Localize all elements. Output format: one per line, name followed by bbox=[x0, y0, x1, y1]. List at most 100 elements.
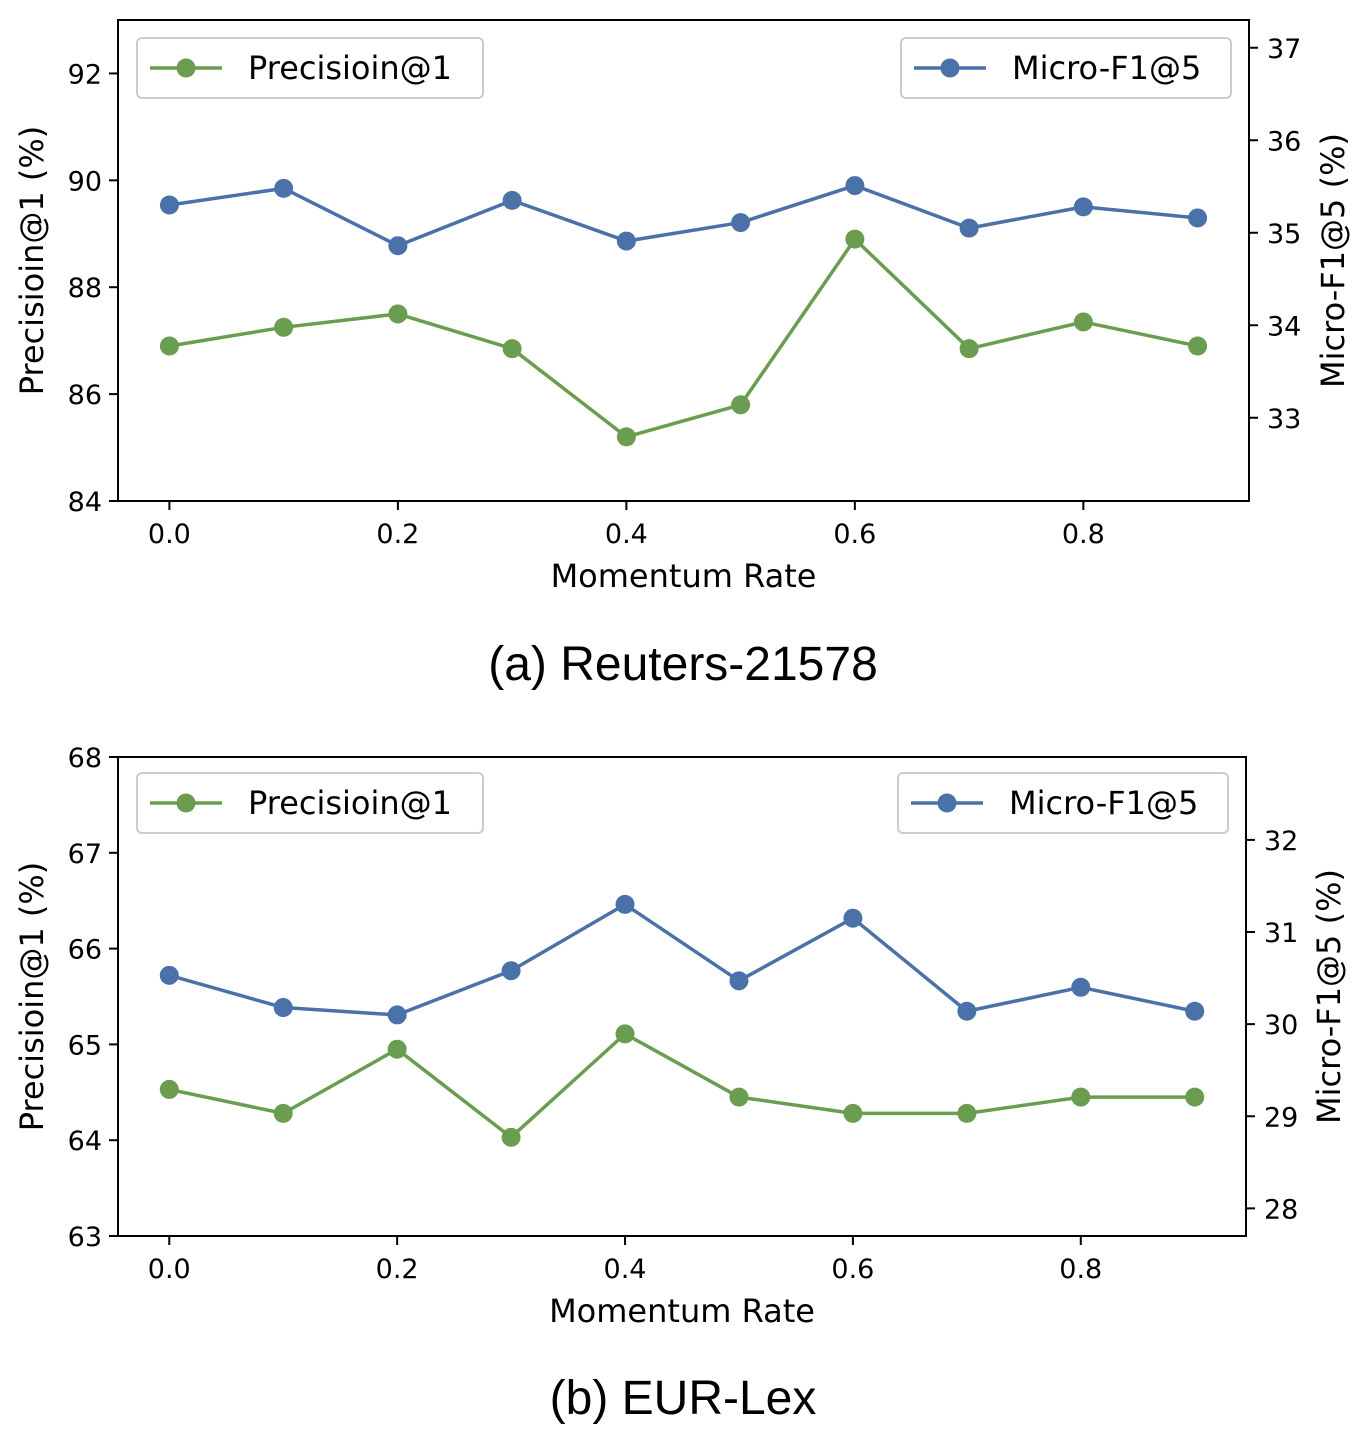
y-left-tick-label: 68 bbox=[68, 743, 102, 774]
y-left-tick-label: 65 bbox=[68, 1030, 102, 1061]
x-axis-label: Momentum Rate bbox=[549, 1292, 815, 1330]
x-tick-label: 0.8 bbox=[1059, 1254, 1102, 1285]
legend-marker-right bbox=[940, 58, 960, 78]
y-right-tick-label: 28 bbox=[1264, 1194, 1298, 1225]
legend-label-left: Precisioin@1 bbox=[248, 784, 452, 822]
data-point bbox=[501, 1127, 521, 1147]
data-point bbox=[845, 176, 865, 196]
data-point bbox=[845, 229, 865, 249]
y-right-axis-label: Micro-F1@5 (%) bbox=[1310, 869, 1348, 1124]
data-point bbox=[729, 1087, 749, 1107]
data-point bbox=[1185, 1087, 1205, 1107]
series-line-0 bbox=[168, 1032, 1195, 1140]
y-left-axis-label: Precisioin@1 (%) bbox=[13, 126, 51, 396]
x-tick-label: 0.4 bbox=[604, 1254, 647, 1285]
y-left-tick-label: 67 bbox=[68, 839, 102, 870]
data-point bbox=[273, 1103, 293, 1123]
data-point bbox=[959, 339, 979, 359]
data-point bbox=[273, 998, 293, 1018]
x-tick-label: 0.2 bbox=[376, 1254, 419, 1285]
plot-frame bbox=[117, 756, 1247, 1237]
y-right-tick-label: 36 bbox=[1267, 126, 1301, 157]
x-tick-label: 0.6 bbox=[831, 1254, 874, 1285]
y-left-tick-label: 84 bbox=[68, 487, 102, 518]
data-point bbox=[1071, 1087, 1091, 1107]
data-point bbox=[731, 395, 751, 415]
data-point bbox=[274, 317, 294, 337]
data-point bbox=[1188, 208, 1208, 228]
legend-label-right: Micro-F1@5 bbox=[1009, 784, 1198, 822]
data-point bbox=[843, 908, 863, 928]
y-right-tick-label: 34 bbox=[1267, 311, 1301, 342]
figure-caption: (a) Reuters-21578 bbox=[488, 638, 878, 691]
data-point bbox=[1071, 977, 1091, 997]
data-point bbox=[502, 190, 522, 210]
data-point bbox=[159, 336, 179, 356]
data-point bbox=[388, 236, 408, 256]
legend-box-left bbox=[136, 772, 484, 834]
data-point bbox=[387, 1039, 407, 1059]
data-point bbox=[615, 894, 635, 914]
legend-label-left: Precisioin@1 bbox=[248, 49, 452, 87]
y-left-axis-label: Precisioin@1 (%) bbox=[13, 862, 51, 1132]
legend-label-right: Micro-F1@5 bbox=[1012, 49, 1201, 87]
x-axis-label: Momentum Rate bbox=[551, 557, 817, 595]
legend-box-right bbox=[897, 772, 1229, 834]
x-tick-label: 0.2 bbox=[376, 519, 419, 550]
y-left-tick-label: 88 bbox=[68, 273, 102, 304]
data-point bbox=[1073, 197, 1093, 217]
legend-marker-left bbox=[176, 58, 196, 78]
series-line-1 bbox=[168, 902, 1196, 1017]
data-point bbox=[159, 195, 179, 215]
y-left-tick-label: 66 bbox=[68, 935, 102, 966]
data-point bbox=[616, 231, 636, 251]
y-right-tick-label: 33 bbox=[1267, 404, 1301, 435]
data-point bbox=[159, 965, 179, 985]
data-point bbox=[274, 178, 294, 198]
legend-box-right bbox=[900, 37, 1232, 99]
y-right-axis-label: Micro-F1@5 (%) bbox=[1314, 133, 1352, 388]
x-tick-label: 0.0 bbox=[148, 1254, 191, 1285]
data-point bbox=[616, 427, 636, 447]
y-right-tick-label: 29 bbox=[1264, 1102, 1298, 1133]
y-right-tick-label: 37 bbox=[1267, 34, 1301, 65]
data-point bbox=[388, 304, 408, 324]
x-tick-label: 0.4 bbox=[605, 519, 648, 550]
legend-marker-right bbox=[937, 793, 957, 813]
chart-panel-0: 0.0 0.2 0.4 0.6 0.8 84 86 88 90 92 33 34 35 36 37 Preci… bbox=[13, 19, 1352, 691]
legend-box-left bbox=[136, 37, 484, 99]
y-right-tick-label: 30 bbox=[1264, 1010, 1298, 1041]
series-line-0 bbox=[169, 237, 1198, 439]
data-point bbox=[1188, 336, 1208, 356]
data-point bbox=[1073, 312, 1093, 332]
data-point bbox=[959, 218, 979, 238]
plot-frame bbox=[117, 19, 1250, 502]
x-tick-label: 0.0 bbox=[148, 519, 191, 550]
legend-marker-left bbox=[176, 793, 196, 813]
data-point bbox=[615, 1024, 635, 1044]
data-point bbox=[159, 1079, 179, 1099]
y-left-tick-label: 63 bbox=[68, 1222, 102, 1253]
y-right-tick-label: 31 bbox=[1264, 918, 1298, 949]
data-point bbox=[501, 961, 521, 981]
data-point bbox=[502, 339, 522, 359]
data-point bbox=[729, 971, 749, 991]
y-right-tick-label: 35 bbox=[1267, 219, 1301, 250]
x-tick-label: 0.6 bbox=[833, 519, 876, 550]
figure-caption: (b) EUR-Lex bbox=[550, 1372, 817, 1425]
data-point bbox=[843, 1103, 863, 1123]
data-point bbox=[957, 1001, 977, 1021]
chart-panel-1: 0.0 0.2 0.4 0.6 0.8 63 64 65 66 67 68 28 29 30 31 32 Pre… bbox=[13, 743, 1348, 1425]
data-point bbox=[387, 1005, 407, 1025]
data-point bbox=[731, 213, 751, 233]
y-left-tick-label: 92 bbox=[68, 59, 102, 90]
data-point bbox=[957, 1103, 977, 1123]
y-left-tick-label: 86 bbox=[68, 380, 102, 411]
y-left-tick-label: 90 bbox=[68, 166, 102, 197]
y-left-tick-label: 64 bbox=[68, 1126, 102, 1157]
series-line-1 bbox=[169, 183, 1198, 248]
y-right-tick-label: 32 bbox=[1264, 826, 1298, 857]
x-tick-label: 0.8 bbox=[1062, 519, 1105, 550]
data-point bbox=[1185, 1001, 1205, 1021]
